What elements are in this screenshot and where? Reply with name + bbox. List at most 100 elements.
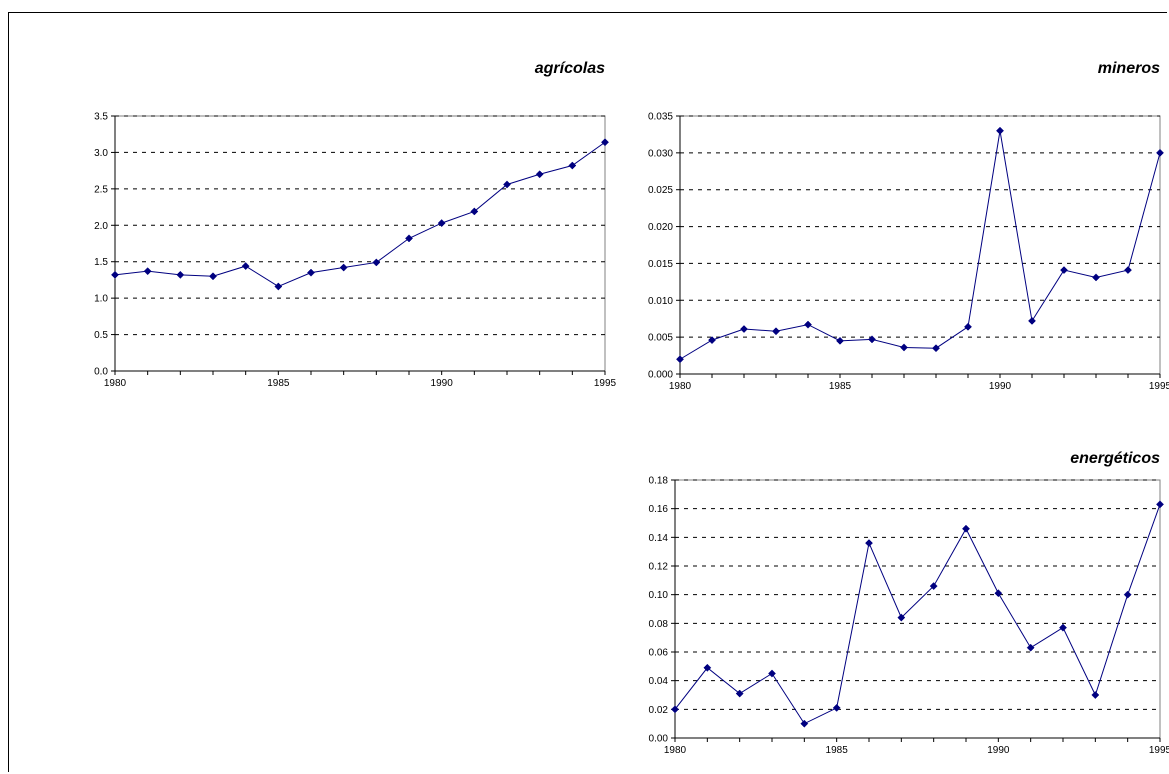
x-tick-label: 1995: [1149, 745, 1169, 756]
chart-title: agrícolas: [535, 60, 605, 77]
data-point: [372, 258, 381, 267]
series-line: [674, 504, 1161, 725]
y-tick-label: 0.10: [649, 590, 669, 601]
data-point: [503, 180, 511, 189]
data-point: [601, 138, 609, 147]
y-tick-label: 0.18: [649, 476, 669, 487]
y-tick-label: 0.12: [649, 562, 669, 573]
data-point: [1026, 643, 1035, 652]
y-tick-label: 0.020: [648, 222, 673, 233]
data-point: [962, 524, 970, 533]
data-point: [339, 263, 348, 272]
x-tick-label: 1990: [989, 381, 1012, 392]
data-point: [772, 327, 780, 336]
data-point: [470, 207, 479, 216]
data-point: [1059, 623, 1067, 632]
worksheet-frame: [8, 12, 1167, 772]
data-point: [932, 344, 940, 353]
data-point: [804, 320, 812, 329]
series-line: [114, 141, 606, 288]
y-tick-label: 0.035: [648, 112, 673, 123]
y-tick-label: 0.00: [649, 734, 669, 745]
data-point: [1124, 266, 1132, 275]
data-point: [929, 582, 938, 591]
data-point: [1123, 590, 1132, 599]
data-point: [1060, 266, 1068, 275]
y-tick-label: 1.0: [94, 294, 108, 305]
y-tick-label: 2.5: [94, 184, 108, 195]
y-tick-label: 0.02: [649, 705, 669, 716]
y-tick-label: 0.06: [649, 648, 669, 659]
data-point: [1091, 691, 1100, 699]
data-point: [865, 539, 873, 548]
plot-area: [679, 115, 1161, 375]
x-tick-label: 1990: [431, 378, 454, 389]
y-tick-label: 3.5: [94, 112, 108, 123]
x-tick-label: 1985: [829, 381, 852, 392]
plot-area: [114, 115, 606, 372]
y-tick-label: 1.5: [94, 257, 108, 268]
x-tick-label: 1995: [1149, 381, 1169, 392]
x-tick-label: 1985: [267, 378, 290, 389]
y-tick-label: 0.0: [94, 367, 108, 378]
data-point: [671, 705, 679, 714]
data-point: [111, 270, 119, 279]
data-point: [994, 589, 1003, 598]
y-tick-label: 0.5: [94, 330, 108, 341]
y-tick-label: 0.16: [649, 504, 669, 515]
data-point: [405, 234, 413, 243]
data-point: [437, 219, 446, 228]
y-tick-label: 0.08: [649, 619, 669, 630]
plot-area: [674, 479, 1161, 739]
y-tick-label: 0.015: [648, 259, 673, 270]
data-point: [708, 336, 716, 345]
data-point: [209, 272, 217, 281]
chart-title: mineros: [1098, 60, 1160, 77]
x-tick-label: 1980: [104, 378, 127, 389]
x-tick-label: 1980: [669, 381, 692, 392]
y-tick-label: 0.005: [648, 333, 673, 344]
data-point: [740, 325, 748, 333]
data-point: [836, 336, 844, 345]
x-tick-label: 1990: [987, 745, 1010, 756]
data-point: [703, 663, 712, 672]
y-tick-label: 3.0: [94, 148, 108, 159]
data-point: [1156, 148, 1164, 157]
data-point: [568, 161, 577, 170]
y-tick-label: 0.025: [648, 185, 673, 196]
data-point: [1156, 500, 1164, 509]
data-point: [676, 355, 684, 364]
series-line: [679, 130, 1161, 360]
data-point: [768, 669, 776, 678]
data-point: [800, 719, 809, 728]
data-point: [307, 268, 315, 277]
chart-energeticos: energéticos 0.00 0.02 0.04 0.06 0.08 0.10 0.12…: [649, 450, 1169, 756]
y-tick-label: 0.000: [648, 370, 673, 381]
data-point: [735, 689, 744, 698]
chart-title: energéticos: [1070, 450, 1160, 467]
data-point: [868, 335, 876, 344]
data-point: [897, 613, 906, 622]
x-tick-label: 1980: [664, 745, 687, 756]
y-tick-label: 0.030: [648, 148, 673, 159]
data-point: [996, 126, 1004, 135]
data-point: [832, 703, 841, 712]
chart-agricolas: agrícolas 0.0 0.5 1.0 1.5 2.0 2.5 3.0 3.5 1980 19…: [94, 60, 616, 389]
data-point: [900, 343, 908, 352]
chart-mineros: mineros 0.000 0.005 0.010 0.015 0.020 0.025 0.…: [648, 60, 1169, 392]
data-point: [964, 322, 972, 331]
y-tick-label: 0.04: [649, 676, 669, 687]
data-point: [241, 262, 250, 271]
y-tick-label: 0.14: [649, 533, 669, 544]
x-tick-label: 1995: [594, 378, 617, 389]
data-point: [143, 267, 152, 276]
data-point: [274, 282, 283, 291]
data-point: [176, 270, 185, 279]
y-tick-label: 0.010: [648, 296, 673, 307]
data-point: [1028, 316, 1036, 325]
data-point: [535, 170, 544, 179]
y-tick-label: 2.0: [94, 221, 108, 232]
x-tick-label: 1985: [826, 745, 849, 756]
data-point: [1092, 273, 1100, 282]
